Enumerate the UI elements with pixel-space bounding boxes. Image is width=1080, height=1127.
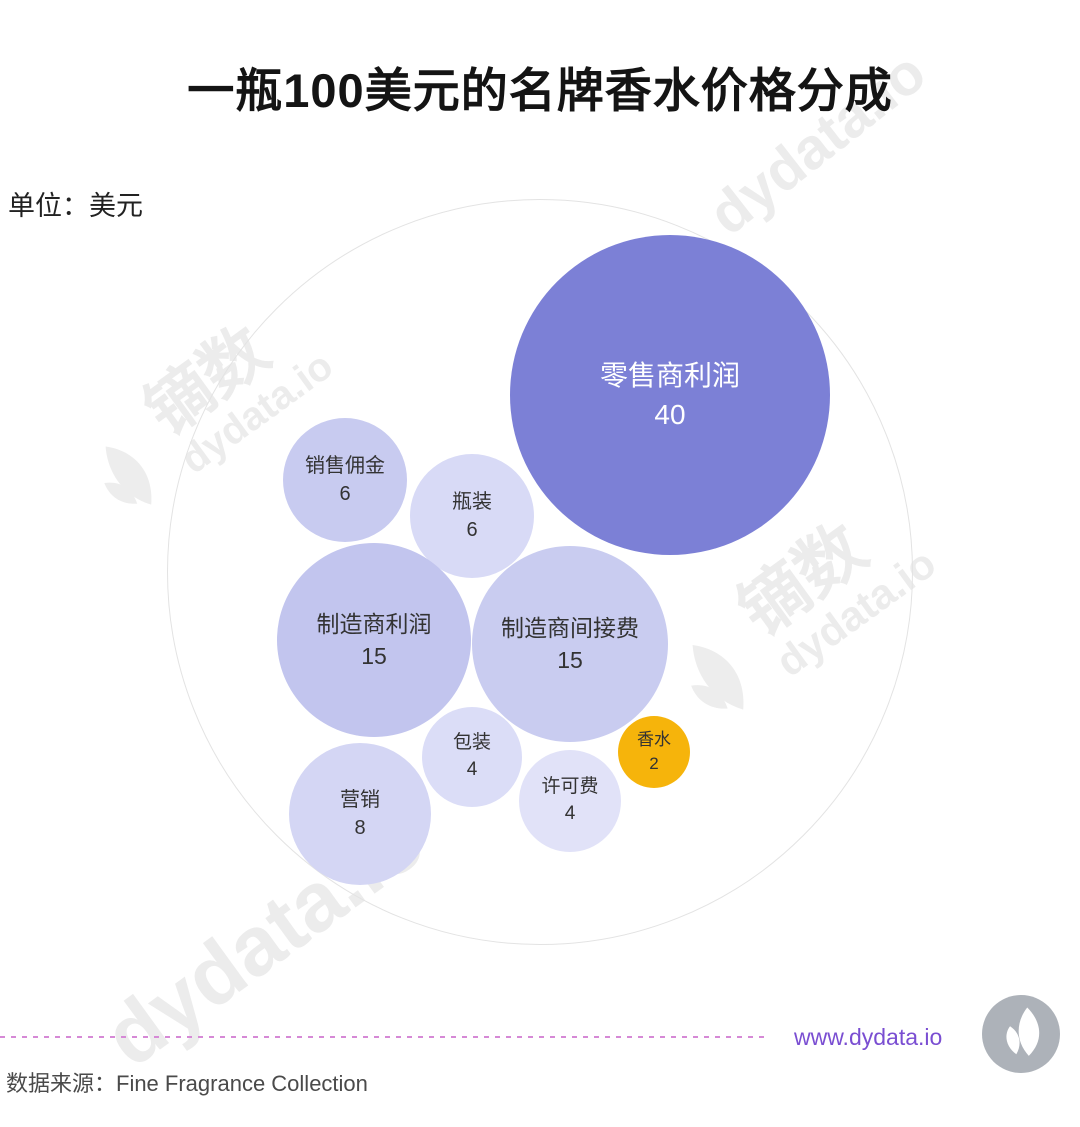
bubble-value: 6 <box>466 519 478 541</box>
page-title: 一瓶100美元的名牌香水价格分成 <box>187 64 893 117</box>
bubble-value: 8 <box>354 817 366 839</box>
bubble-value: 6 <box>339 483 351 505</box>
bubble-label: 销售佣金 <box>305 455 385 477</box>
bubble-manufacturer-profit: 制造商利润 15 <box>277 543 471 737</box>
dashed-divider <box>0 1036 768 1038</box>
chart-boundary-circle <box>167 199 913 945</box>
bubble-label: 瓶装 <box>452 491 492 513</box>
bubble-label: 零售商利润 <box>599 359 740 391</box>
data-source: 数据来源：Fine Fragrance Collection <box>6 1071 368 1096</box>
bubble-packaging: 包装 4 <box>422 707 522 807</box>
bubble-licensing-fee: 许可费 4 <box>519 750 621 852</box>
bubble-label: 香水 <box>637 730 671 750</box>
bubble-value: 15 <box>361 643 387 669</box>
dydata-logo-icon <box>982 995 1060 1073</box>
website-link[interactable]: www.dydata.io <box>794 1024 943 1050</box>
bubble-sales-commission: 销售佣金 6 <box>283 418 407 542</box>
dydata-logo <box>982 995 1060 1073</box>
unit-label: 单位：美元 <box>8 191 143 221</box>
bubble-value: 40 <box>654 399 686 430</box>
bubble-retailer-profit: 零售商利润 40 <box>510 235 830 555</box>
bubble-value: 2 <box>649 754 659 773</box>
bubble-manufacturer-overhead: 制造商间接费 15 <box>472 546 668 742</box>
bubble-value: 4 <box>564 803 576 824</box>
bubble-label: 营销 <box>340 789 380 811</box>
bubble-bottling: 瓶装 6 <box>410 454 534 578</box>
bubble-value: 4 <box>466 759 478 780</box>
bubble-value: 15 <box>557 647 583 673</box>
bubble-label: 制造商利润 <box>316 610 432 637</box>
bubble-label: 制造商间接费 <box>501 614 639 641</box>
bubble-label: 许可费 <box>541 776 599 798</box>
bubble-label: 包装 <box>452 732 491 754</box>
bubble-marketing: 营销 8 <box>289 743 431 885</box>
bubble-perfume: 香水 2 <box>618 716 690 788</box>
